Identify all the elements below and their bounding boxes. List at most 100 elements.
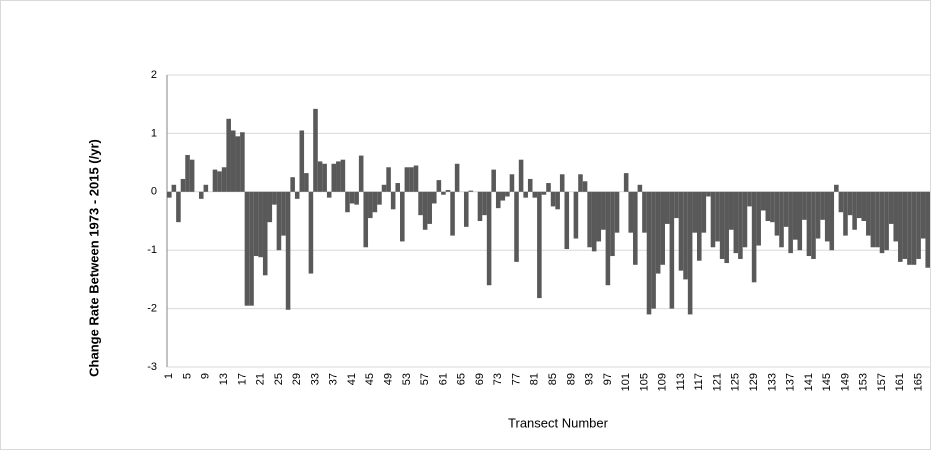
bar xyxy=(715,191,720,242)
bar xyxy=(792,191,798,240)
bar xyxy=(747,191,752,207)
y-axis-title: Change Rate Between 1973 - 2015 (/yr) xyxy=(86,139,101,377)
bar xyxy=(363,191,369,248)
bar xyxy=(381,184,387,192)
x-tick-label: 149 xyxy=(839,373,851,391)
bar xyxy=(331,163,337,192)
bar xyxy=(212,169,218,192)
bar xyxy=(728,191,734,230)
bar xyxy=(386,167,391,192)
bar xyxy=(907,191,912,265)
bar xyxy=(436,180,442,192)
bar xyxy=(614,191,620,233)
bar xyxy=(322,163,327,192)
x-tick-label: 89 xyxy=(565,373,577,385)
bar xyxy=(733,191,739,254)
bar xyxy=(418,191,423,216)
bar xyxy=(368,191,373,219)
bar xyxy=(276,191,282,251)
x-tick-label: 73 xyxy=(492,373,504,385)
bar xyxy=(176,191,181,223)
x-tick-label: 85 xyxy=(547,373,559,385)
bar xyxy=(281,191,286,236)
bar xyxy=(514,191,519,262)
x-tick-label: 37 xyxy=(328,373,340,385)
bar xyxy=(272,191,277,205)
y-tick-label: 1 xyxy=(151,127,157,139)
bar xyxy=(911,191,917,265)
x-tick-label: 57 xyxy=(419,373,431,385)
bar xyxy=(491,169,496,192)
bar xyxy=(696,191,702,261)
bar xyxy=(445,190,451,192)
bar xyxy=(797,191,803,251)
x-tick-label: 21 xyxy=(255,373,267,385)
bar xyxy=(221,167,227,192)
bar xyxy=(834,184,839,192)
bar xyxy=(253,191,259,257)
bar xyxy=(678,191,684,271)
bar xyxy=(541,191,547,195)
bar xyxy=(788,191,793,254)
bar xyxy=(847,191,853,216)
bar xyxy=(226,118,231,192)
x-tick-label: 153 xyxy=(858,373,870,391)
bar xyxy=(852,191,857,230)
bar xyxy=(692,191,697,233)
bar xyxy=(555,191,560,210)
bar xyxy=(651,191,656,309)
y-tick-label: -3 xyxy=(147,361,157,373)
x-tick-label: 109 xyxy=(657,373,669,391)
bar xyxy=(578,174,583,192)
x-axis-title: Transect Number xyxy=(508,415,609,430)
bar xyxy=(770,191,775,223)
y-tick-label: 2 xyxy=(151,69,157,81)
bar xyxy=(349,191,355,204)
bar xyxy=(304,173,309,192)
bar xyxy=(623,173,629,192)
bar xyxy=(244,191,250,306)
bar xyxy=(838,191,844,213)
bar xyxy=(427,191,432,224)
x-tick-label: 9 xyxy=(200,373,212,379)
bar xyxy=(760,191,766,211)
bar xyxy=(235,136,241,192)
bar xyxy=(404,167,410,192)
bar xyxy=(879,191,885,254)
bar xyxy=(477,191,483,221)
bar xyxy=(313,108,318,192)
bar xyxy=(249,191,254,306)
bar xyxy=(372,191,378,213)
x-tick-label: 45 xyxy=(364,373,376,385)
bar xyxy=(336,161,341,192)
x-tick-label: 157 xyxy=(876,373,888,391)
bar xyxy=(669,191,675,309)
bar xyxy=(751,191,757,283)
bar xyxy=(861,191,867,221)
bar xyxy=(628,191,634,233)
x-tick-label: 53 xyxy=(401,373,413,385)
bar xyxy=(601,191,606,230)
bar xyxy=(564,191,570,250)
bar xyxy=(308,191,314,274)
x-tick-label: 137 xyxy=(785,373,797,391)
bar xyxy=(482,191,487,216)
bar xyxy=(742,191,748,248)
bar xyxy=(706,191,711,197)
bar xyxy=(866,191,871,236)
bar xyxy=(637,184,643,192)
x-tick-label: 13 xyxy=(218,373,230,385)
bar xyxy=(267,191,273,223)
bar xyxy=(203,184,209,192)
bar xyxy=(217,171,222,192)
bar xyxy=(738,191,743,259)
bar xyxy=(180,178,186,192)
bar xyxy=(400,191,405,242)
bar xyxy=(527,178,533,192)
x-tick-label: 77 xyxy=(510,373,522,385)
bar xyxy=(916,191,921,259)
bar xyxy=(262,191,268,276)
bar xyxy=(756,191,761,246)
bar xyxy=(783,191,789,227)
